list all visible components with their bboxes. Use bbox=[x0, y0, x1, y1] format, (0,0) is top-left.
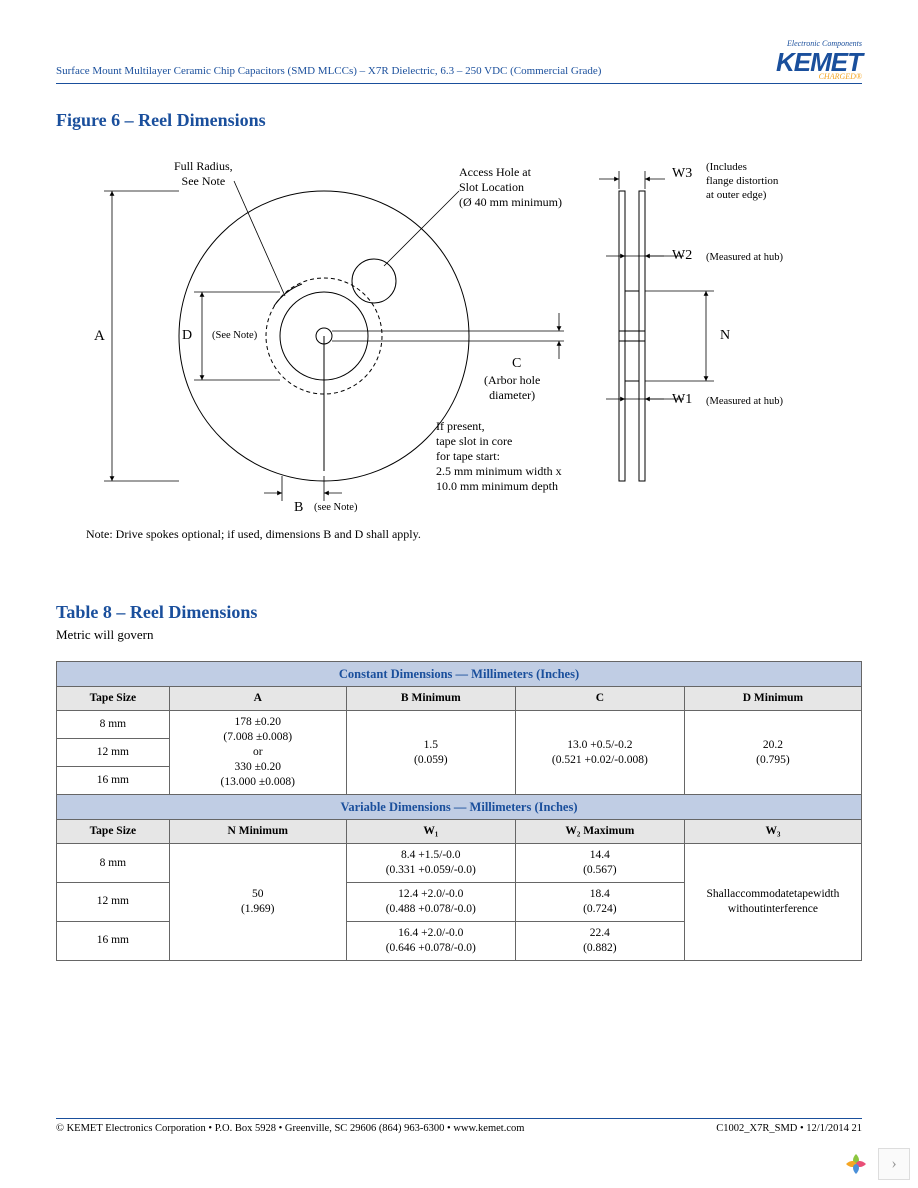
col-w3: W₃ bbox=[684, 820, 861, 844]
label-w3: W3 bbox=[672, 165, 692, 183]
label-w1-note: (Measured at hub) bbox=[706, 395, 783, 408]
dimensions-table: Constant Dimensions — Millimeters (Inche… bbox=[56, 661, 862, 961]
figure-title: Figure 6 – Reel Dimensions bbox=[56, 110, 862, 131]
cell: 8 mm bbox=[57, 711, 170, 739]
figure-footnote: Note: Drive spokes optional; if used, di… bbox=[86, 527, 862, 542]
cell: 12 mm bbox=[57, 739, 170, 767]
cell: 18.4(0.724) bbox=[515, 882, 684, 921]
cell: 14.4(0.567) bbox=[515, 844, 684, 883]
label-c: C bbox=[512, 355, 521, 373]
footer-left: © KEMET Electronics Corporation • P.O. B… bbox=[56, 1123, 524, 1134]
cell: 16 mm bbox=[57, 766, 170, 794]
cell-c: 13.0 +0.5/-0.2(0.521 +0.02/-0.008) bbox=[515, 711, 684, 795]
reel-diagram: Full Radius,See Note Access Hole atSlot … bbox=[64, 141, 854, 521]
cell-n: 50(1.969) bbox=[169, 844, 346, 961]
cell: 12.4 +2.0/-0.0(0.488 +0.078/-0.0) bbox=[346, 882, 515, 921]
cell: 22.4(0.882) bbox=[515, 921, 684, 960]
cell: 12 mm bbox=[57, 882, 170, 921]
page-header: Surface Mount Multilayer Ceramic Chip Ca… bbox=[56, 40, 862, 84]
label-w2-note: (Measured at hub) bbox=[706, 251, 783, 264]
label-d: D bbox=[182, 327, 192, 345]
pager: › bbox=[840, 1148, 910, 1180]
table-subtitle: Metric will govern bbox=[56, 627, 862, 643]
cell-a: 178 ±0.20(7.008 ±0.008)or330 ±0.20(13.00… bbox=[169, 711, 346, 795]
label-tape-slot: If present,tape slot in corefor tape sta… bbox=[436, 419, 562, 494]
doc-title: Surface Mount Multilayer Ceramic Chip Ca… bbox=[56, 65, 601, 81]
page: Surface Mount Multilayer Ceramic Chip Ca… bbox=[0, 0, 918, 1188]
col-w1: W₁ bbox=[346, 820, 515, 844]
label-w3-note: (Includesflange distortionat outer edge) bbox=[706, 161, 778, 202]
table-title: Table 8 – Reel Dimensions bbox=[56, 602, 862, 623]
footer-right: C1002_X7R_SMD • 12/1/2014 21 bbox=[716, 1123, 862, 1134]
cell-b: 1.5(0.059) bbox=[346, 711, 515, 795]
section1-header: Constant Dimensions — Millimeters (Inche… bbox=[57, 662, 862, 687]
label-a: A bbox=[94, 327, 105, 346]
label-d-note: (See Note) bbox=[212, 329, 257, 342]
cell: 16 mm bbox=[57, 921, 170, 960]
cell: 8 mm bbox=[57, 844, 170, 883]
pager-logo-icon bbox=[840, 1148, 872, 1180]
cell: 16.4 +2.0/-0.0(0.646 +0.078/-0.0) bbox=[346, 921, 515, 960]
label-n: N bbox=[720, 327, 730, 345]
section2-header: Variable Dimensions — Millimeters (Inche… bbox=[57, 794, 862, 819]
cell-d: 20.2(0.795) bbox=[684, 711, 861, 795]
col-tape-size: Tape Size bbox=[57, 687, 170, 711]
logo: Electronic Components KEMET CHARGED® bbox=[776, 40, 862, 81]
chevron-right-icon: › bbox=[891, 1155, 896, 1173]
col-c: C bbox=[515, 687, 684, 711]
page-footer: © KEMET Electronics Corporation • P.O. B… bbox=[56, 1118, 862, 1134]
label-c-note: (Arbor holediameter) bbox=[484, 373, 540, 403]
label-b: B bbox=[294, 499, 303, 517]
label-full-radius: Full Radius,See Note bbox=[174, 159, 233, 189]
label-w1: W1 bbox=[672, 391, 692, 409]
col-d: D Minimum bbox=[684, 687, 861, 711]
cell-w3: Shallaccommodatetapewidthwithoutinterfer… bbox=[684, 844, 861, 961]
col-n: N Minimum bbox=[169, 820, 346, 844]
col-b: B Minimum bbox=[346, 687, 515, 711]
label-w2: W2 bbox=[672, 247, 692, 265]
col-tape-size2: Tape Size bbox=[57, 820, 170, 844]
next-page-button[interactable]: › bbox=[878, 1148, 910, 1180]
label-access-hole: Access Hole atSlot Location(Ø 40 mm mini… bbox=[459, 165, 562, 210]
label-b-note: (see Note) bbox=[314, 501, 357, 514]
col-a: A bbox=[169, 687, 346, 711]
cell: 8.4 +1.5/-0.0(0.331 +0.059/-0.0) bbox=[346, 844, 515, 883]
col-w2: W₂ Maximum bbox=[515, 820, 684, 844]
